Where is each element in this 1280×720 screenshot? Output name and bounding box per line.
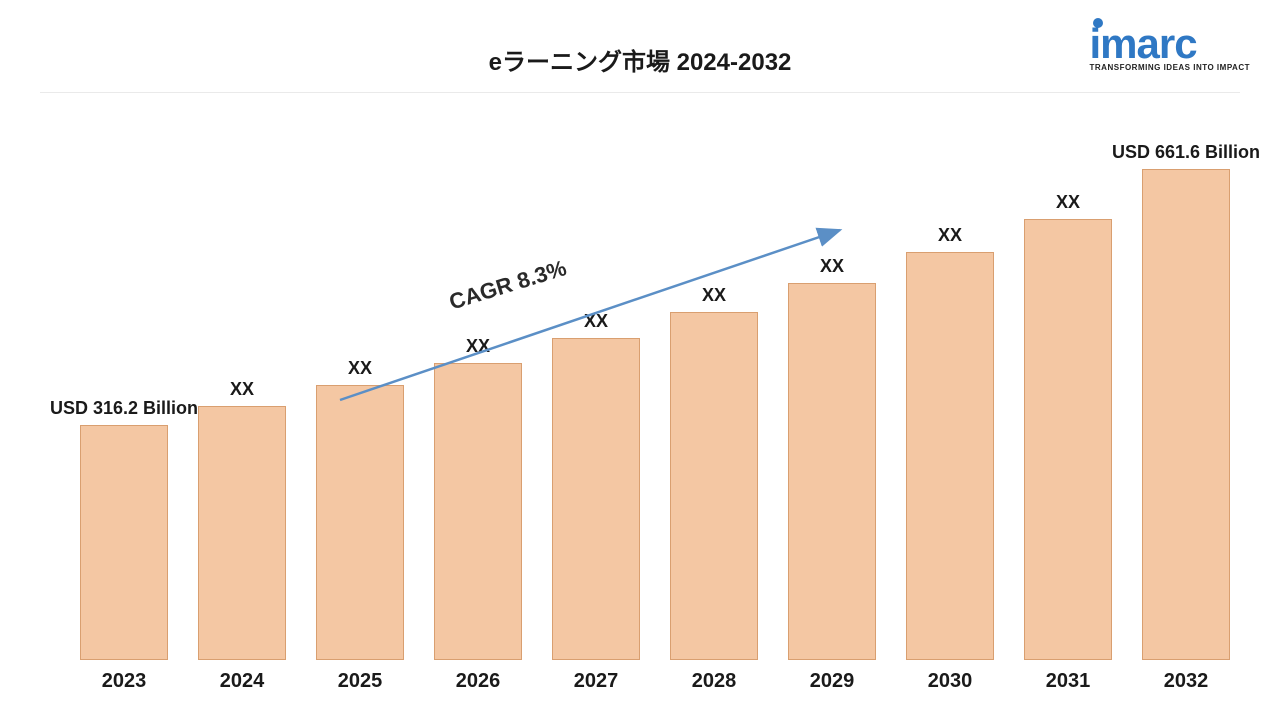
- x-axis-label: 2024: [198, 670, 286, 693]
- x-axis-label: 2029: [788, 670, 876, 693]
- bar-value-label: XX: [230, 379, 254, 400]
- bar-col: USD 661.6 Billion: [1142, 169, 1230, 660]
- bar: [670, 312, 758, 660]
- title-divider: [40, 92, 1240, 93]
- bar-col: XX: [906, 252, 994, 660]
- x-axis-label: 2025: [316, 670, 404, 693]
- bar-col: XX: [552, 338, 640, 660]
- x-axis-label: 2026: [434, 670, 522, 693]
- bar: [198, 406, 286, 660]
- bar: [316, 385, 404, 660]
- chart-root: eラーニング市場 2024-2032 imarc TRANSFORMING ID…: [0, 0, 1280, 720]
- x-axis-label: 2030: [906, 670, 994, 693]
- bar-col: XX: [1024, 219, 1112, 660]
- bar-value-label: XX: [820, 256, 844, 277]
- bar-value-label: USD 661.6 Billion: [1112, 142, 1260, 163]
- bars-container: USD 316.2 BillionXXXXXXXXXXXXXXXXUSD 661…: [80, 140, 1230, 660]
- bar-col: XX: [316, 385, 404, 660]
- bar-col: XX: [670, 312, 758, 660]
- x-axis-label: 2028: [670, 670, 758, 693]
- logo-word: imarc: [1090, 26, 1197, 62]
- bar-value-label: XX: [466, 336, 490, 357]
- bar: [80, 425, 168, 660]
- x-axis-label: 2032: [1142, 670, 1230, 693]
- bar: [906, 252, 994, 660]
- bar: [788, 283, 876, 660]
- bar-value-label: XX: [938, 225, 962, 246]
- chart-title: eラーニング市場 2024-2032: [489, 42, 792, 77]
- bar-value-label: XX: [1056, 192, 1080, 213]
- x-axis-label: 2023: [80, 670, 168, 693]
- bar: [552, 338, 640, 660]
- chart-area: USD 316.2 BillionXXXXXXXXXXXXXXXXUSD 661…: [80, 140, 1230, 660]
- x-axis-label: 2027: [552, 670, 640, 693]
- bar-col: USD 316.2 Billion: [80, 425, 168, 660]
- bar-value-label: USD 316.2 Billion: [50, 398, 198, 419]
- bar: [434, 363, 522, 660]
- x-axis-label: 2031: [1024, 670, 1112, 693]
- bar-col: XX: [198, 406, 286, 660]
- bar: [1142, 169, 1230, 660]
- bar-col: XX: [788, 283, 876, 660]
- bar-value-label: XX: [584, 311, 608, 332]
- logo-dot-icon: [1093, 18, 1103, 28]
- bar-value-label: XX: [348, 358, 372, 379]
- x-axis-labels: 2023 2024 2025 2026 2027 2028 2029 2030 2031 2032: [80, 670, 1230, 693]
- bar-value-label: XX: [702, 285, 726, 306]
- bar: [1024, 219, 1112, 660]
- bar-col: XX: [434, 363, 522, 660]
- brand-logo: imarc TRANSFORMING IDEAS INTO IMPACT: [1090, 26, 1250, 72]
